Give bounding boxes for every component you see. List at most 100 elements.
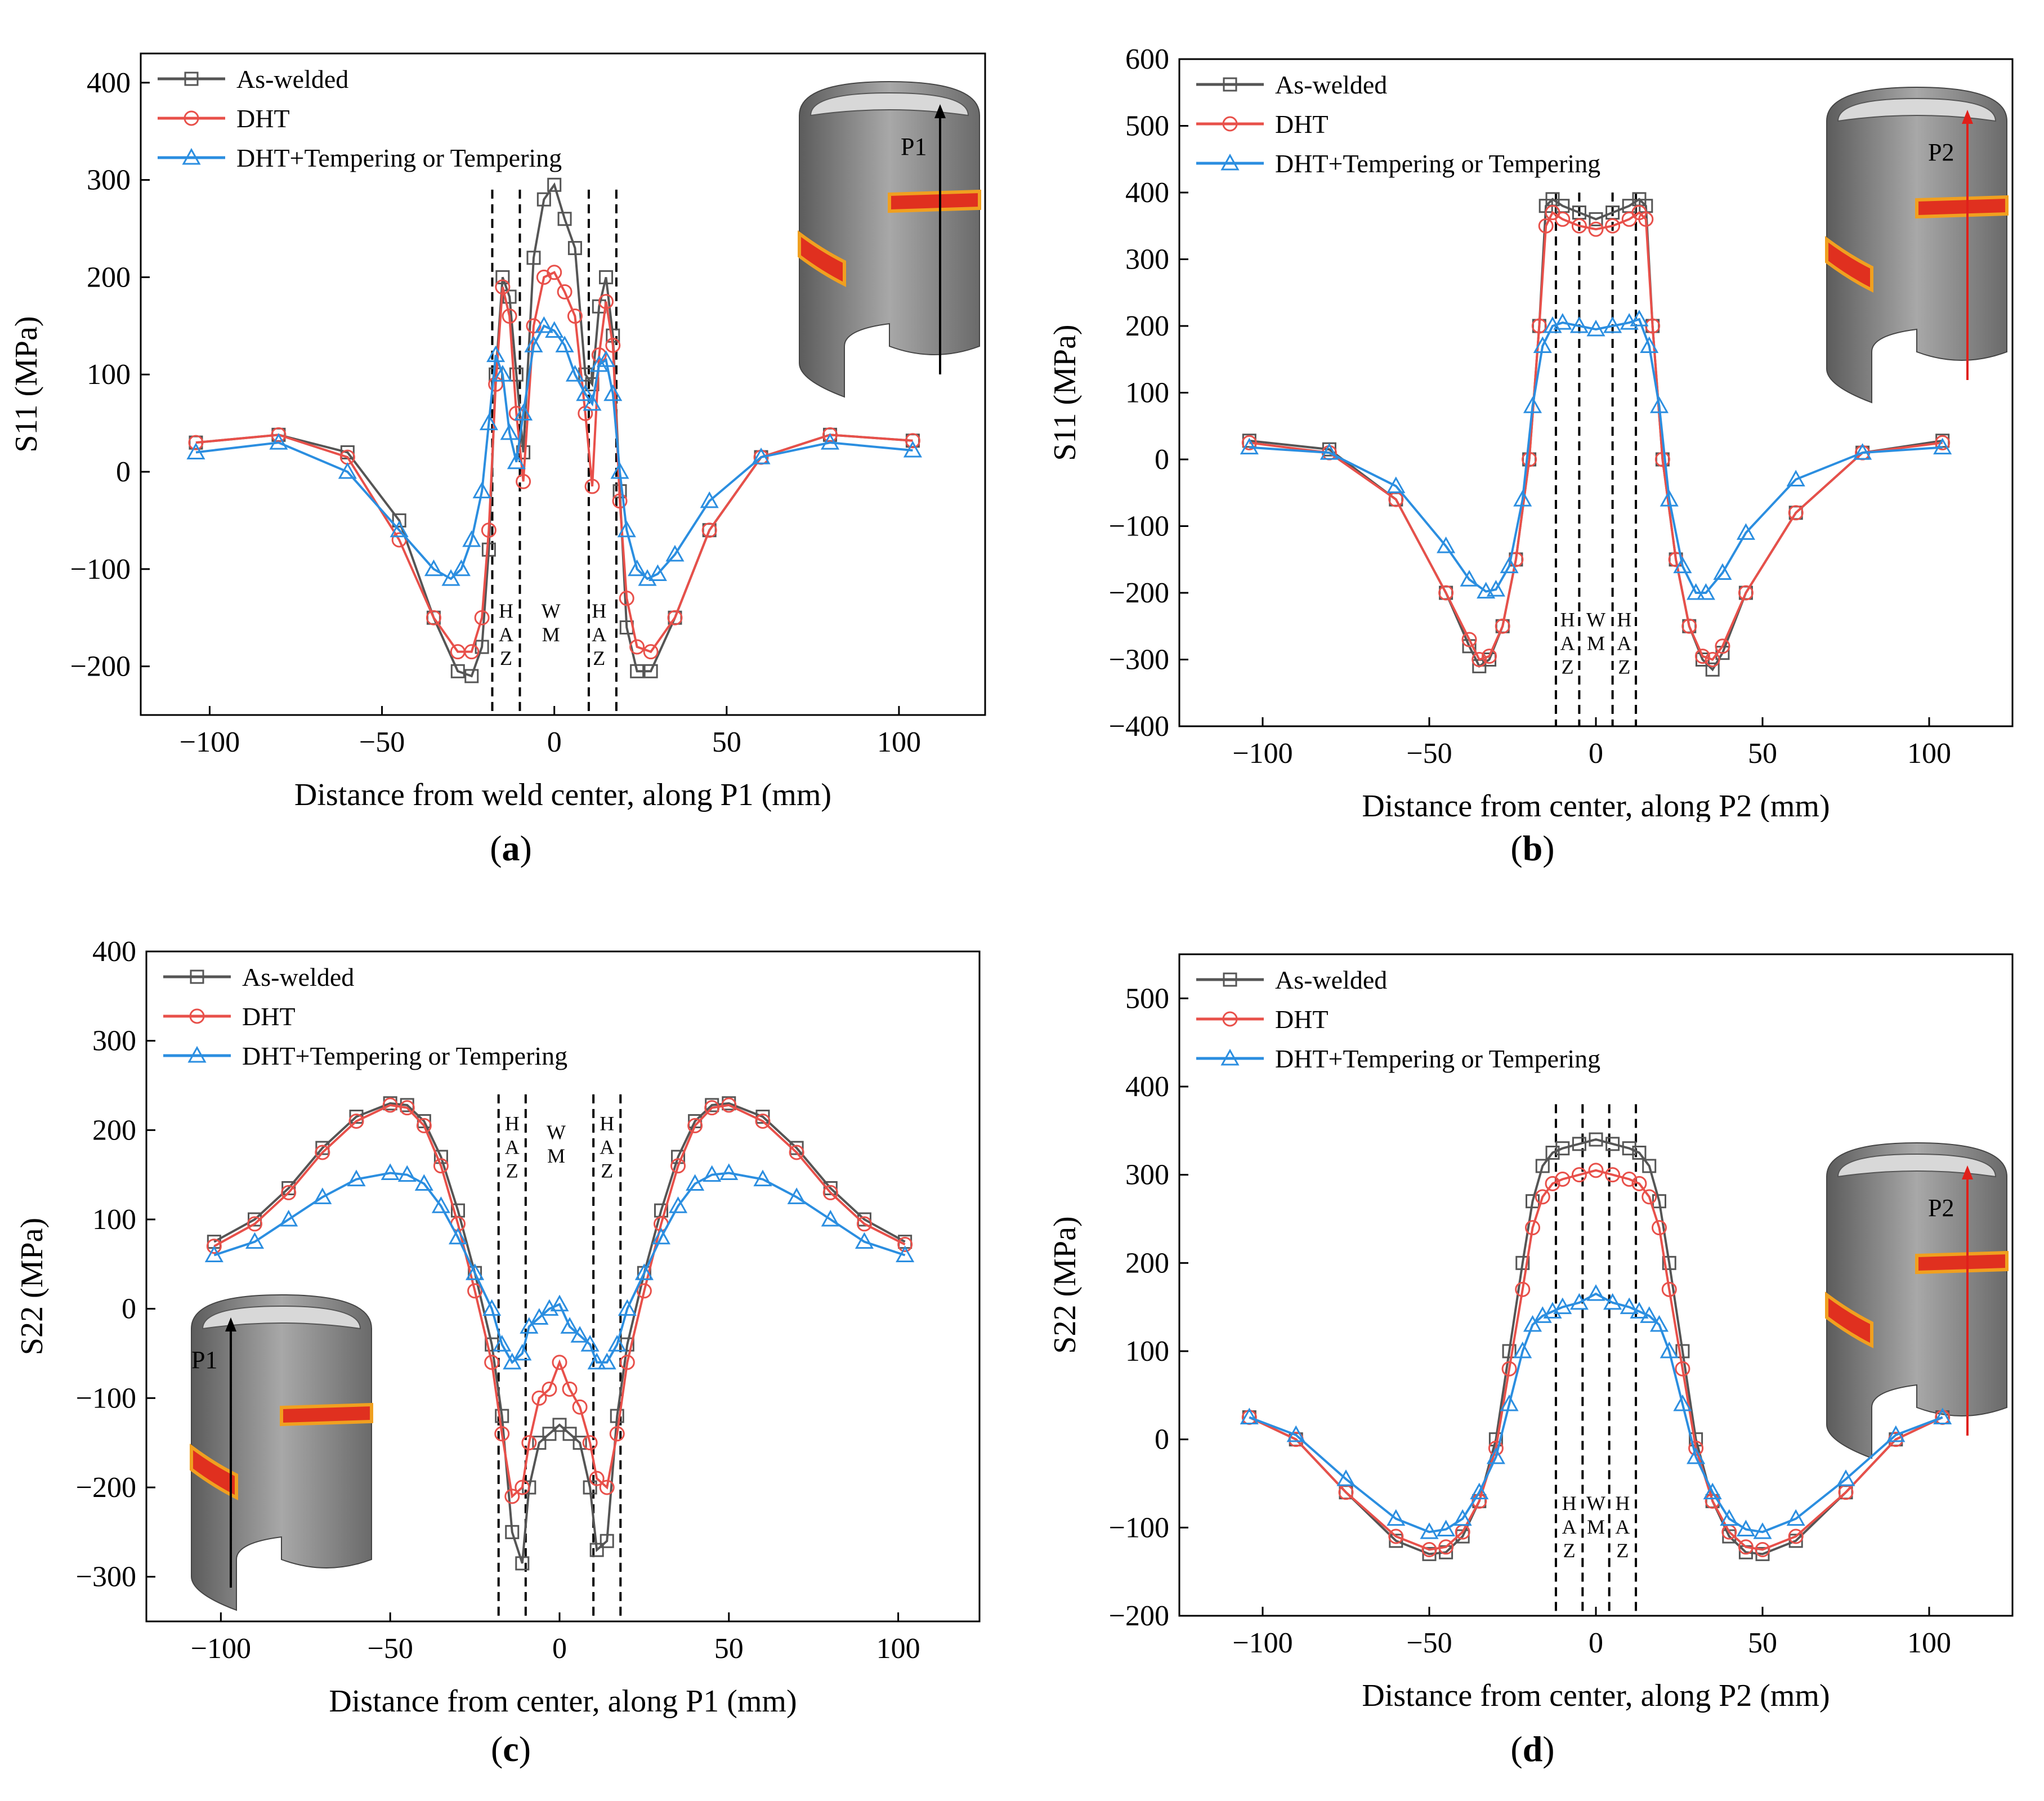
data-point bbox=[609, 1426, 625, 1442]
data-point bbox=[1386, 1509, 1406, 1526]
zone-label: M bbox=[547, 1145, 565, 1167]
data-point bbox=[397, 1165, 417, 1182]
data-point bbox=[464, 644, 480, 660]
data-point bbox=[1605, 218, 1621, 234]
legend-label: As-welded bbox=[242, 963, 354, 991]
series-triangle bbox=[204, 1163, 915, 1370]
x-tick-label: 100 bbox=[876, 1633, 920, 1665]
data-point bbox=[348, 1113, 364, 1129]
legend-marker bbox=[1223, 972, 1237, 987]
panel-label-b: (b) bbox=[1510, 828, 1555, 868]
data-point bbox=[1438, 1539, 1454, 1555]
data-point bbox=[584, 479, 600, 494]
data-point bbox=[1523, 1315, 1542, 1332]
data-point bbox=[1388, 1529, 1404, 1544]
data-point bbox=[628, 559, 647, 577]
data-point bbox=[532, 1436, 547, 1450]
legend-marker bbox=[184, 71, 199, 86]
data-point bbox=[1713, 563, 1732, 580]
data-point bbox=[1935, 435, 1951, 450]
data-point bbox=[634, 1263, 654, 1280]
zone-label: A bbox=[505, 1136, 520, 1158]
data-point bbox=[643, 644, 659, 660]
data-point bbox=[755, 1113, 771, 1129]
zone-label: H bbox=[1560, 608, 1575, 631]
data-point bbox=[521, 1435, 537, 1451]
data-point bbox=[1586, 1284, 1605, 1301]
data-point bbox=[560, 1317, 579, 1334]
zone-label: Z bbox=[1562, 655, 1574, 678]
y-tick-label: 0 bbox=[122, 1293, 136, 1325]
data-point bbox=[1630, 310, 1649, 327]
data-point bbox=[502, 289, 517, 304]
data-point bbox=[347, 1169, 366, 1187]
data-point bbox=[591, 347, 607, 363]
zone-label: A bbox=[499, 623, 513, 646]
data-point bbox=[1662, 1255, 1676, 1270]
data-point bbox=[573, 1436, 587, 1450]
data-point bbox=[570, 1326, 589, 1343]
zone-label: M bbox=[1587, 1516, 1605, 1538]
y-tick-label: 500 bbox=[1125, 110, 1169, 142]
data-point bbox=[1533, 336, 1552, 354]
legend-marker bbox=[187, 1045, 207, 1063]
data-point bbox=[610, 462, 629, 479]
legend-marker bbox=[190, 969, 204, 984]
zone-label: W bbox=[547, 1121, 566, 1143]
zone-label: A bbox=[1560, 632, 1575, 654]
data-point bbox=[392, 513, 406, 528]
y-tick-label: −200 bbox=[76, 1472, 136, 1504]
data-point bbox=[269, 433, 288, 450]
data-point bbox=[1586, 319, 1605, 337]
data-point bbox=[668, 1196, 688, 1213]
series-triangle bbox=[1240, 310, 1952, 600]
data-point bbox=[629, 639, 645, 655]
data-point bbox=[687, 1118, 703, 1133]
data-point bbox=[789, 1145, 804, 1160]
zone-label: M bbox=[1587, 632, 1605, 654]
data-point bbox=[494, 1426, 510, 1442]
data-point bbox=[382, 1097, 398, 1113]
panel-label-c: (c) bbox=[490, 1729, 531, 1769]
cylinder-top bbox=[809, 92, 969, 117]
y-tick-label: 300 bbox=[92, 1025, 136, 1057]
data-point bbox=[526, 251, 541, 265]
data-point bbox=[1470, 1482, 1489, 1500]
data-point bbox=[565, 365, 584, 382]
y-tick-label: 300 bbox=[87, 164, 131, 196]
data-point bbox=[648, 564, 667, 581]
data-point bbox=[686, 1174, 705, 1191]
chart-d: −100 −50 0 50 100 −200 −100 0 100 200 300 400 500 Dis… bbox=[1048, 953, 2014, 1713]
legend-label: DHT+Tempering or Tempering bbox=[242, 1042, 567, 1070]
path-arrow-head bbox=[225, 1317, 236, 1331]
data-point bbox=[1571, 218, 1587, 234]
y-tick-label: 200 bbox=[1125, 310, 1169, 342]
data-point bbox=[495, 279, 511, 295]
y-tick-label: −100 bbox=[76, 1382, 136, 1414]
data-point bbox=[557, 212, 572, 226]
data-point bbox=[450, 664, 465, 678]
data-point bbox=[1471, 652, 1487, 667]
y-tick-label: 400 bbox=[1125, 1071, 1169, 1103]
y-tick-label: 600 bbox=[1125, 43, 1169, 75]
cylinder-body bbox=[799, 81, 980, 398]
data-point bbox=[513, 1343, 532, 1361]
data-point bbox=[381, 1163, 400, 1180]
data-point bbox=[493, 1335, 512, 1352]
legend-marker bbox=[182, 148, 201, 165]
legend-marker bbox=[1222, 1011, 1238, 1027]
zone-label: H bbox=[1617, 608, 1631, 631]
data-point bbox=[1753, 1522, 1772, 1539]
data-point bbox=[462, 530, 481, 547]
weld-band-left bbox=[190, 1444, 238, 1500]
zone-label: Z bbox=[1618, 655, 1630, 678]
y-tick-label: 300 bbox=[1125, 1159, 1169, 1191]
zone-label: H bbox=[505, 1112, 520, 1134]
data-point bbox=[822, 1185, 838, 1200]
data-point bbox=[481, 522, 497, 538]
data-point bbox=[1240, 1407, 1259, 1424]
path-arrow-head bbox=[1962, 1165, 1973, 1179]
y-tick-label: −300 bbox=[1109, 644, 1169, 676]
x-tick-label: 0 bbox=[547, 726, 562, 758]
data-point bbox=[1640, 336, 1659, 354]
